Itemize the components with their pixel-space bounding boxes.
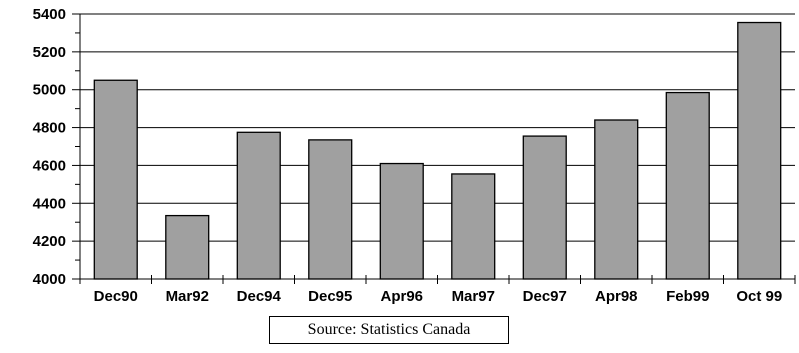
bar-dec90 xyxy=(93,79,138,280)
bar-mar92 xyxy=(165,214,210,280)
bars xyxy=(93,21,782,280)
source-note: Source: Statistics Canada xyxy=(269,316,509,344)
bar-feb99 xyxy=(665,91,710,280)
gridlines xyxy=(80,13,795,242)
y-tick-label: 5000 xyxy=(33,82,66,99)
x-tick-label: Feb99 xyxy=(666,288,709,305)
bar-apr98 xyxy=(594,119,639,280)
y-tick-label: 4200 xyxy=(33,233,66,250)
x-tick-label: Dec95 xyxy=(308,288,352,305)
y-tick-label: 4400 xyxy=(33,195,66,212)
x-tick-label: Apr96 xyxy=(380,288,423,305)
y-tick-label: 4600 xyxy=(33,157,66,174)
bar-oct-99 xyxy=(737,21,782,280)
bar-mar97 xyxy=(451,173,496,280)
y-tick-label: 4800 xyxy=(33,120,66,137)
y-axis-tick-labels: 4000 4200 4400 4600 4800 5000 5200 5400 xyxy=(33,6,66,288)
x-tick-label: Mar92 xyxy=(166,288,209,305)
x-tick-label: Oct 99 xyxy=(736,288,782,305)
x-tick-label: Dec94 xyxy=(237,288,282,305)
x-tick-label: Dec90 xyxy=(94,288,138,305)
y-tick-label: 5400 xyxy=(33,6,66,23)
y-tick-label: 5200 xyxy=(33,44,66,61)
bar-dec97 xyxy=(522,135,567,280)
axes xyxy=(72,13,796,284)
x-axis-tick-labels: Dec90 Mar92 Dec94 Dec95 Apr96 Mar97 Dec97 Apr98… xyxy=(94,288,783,305)
bar-apr96 xyxy=(379,162,424,280)
bar-dec95 xyxy=(308,139,353,280)
x-tick-label: Mar97 xyxy=(452,288,495,305)
y-tick-label: 4000 xyxy=(33,271,66,288)
bar-dec94 xyxy=(236,131,281,280)
x-tick-label: Dec97 xyxy=(523,288,567,305)
x-tick-label: Apr98 xyxy=(595,288,638,305)
